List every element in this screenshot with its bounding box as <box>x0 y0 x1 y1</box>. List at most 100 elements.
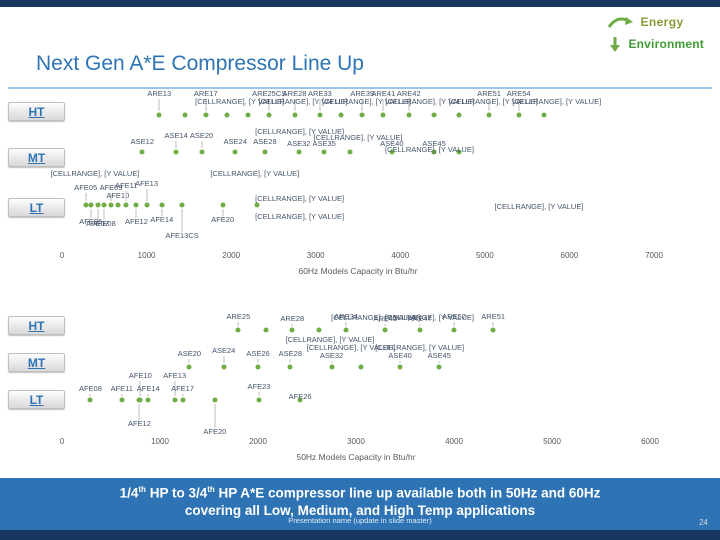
placeholder-data-label: [CELLRANGE], [Y VALUE] <box>313 133 403 142</box>
point-label: AFE08 <box>78 384 102 393</box>
placeholder-data-label: [CELLRANGE], [Y VALUE] <box>384 145 474 154</box>
point-label: AFE20 <box>211 215 235 224</box>
data-point <box>317 112 323 118</box>
point-label: AFE12 <box>127 419 151 428</box>
placeholder-data-label: [CELLRANGE], [Y VALUE] <box>512 97 602 106</box>
data-point <box>199 149 205 155</box>
point-label: ASE20 <box>177 349 202 358</box>
point-label: AFE06 <box>79 217 103 226</box>
data-point <box>182 112 188 118</box>
leader-line <box>361 99 363 111</box>
mt-button-label: MT <box>27 355 46 370</box>
leader-line <box>174 381 176 396</box>
point-label: AFE08 <box>92 219 116 228</box>
top-border-bar <box>0 0 720 7</box>
data-point <box>224 112 230 118</box>
placeholder-data-label: [CELLRANGE], [Y VALUE] <box>285 335 375 344</box>
data-point <box>139 149 145 155</box>
point-label: AFE20 <box>203 427 227 436</box>
x-tick: 6000 <box>560 251 579 260</box>
placeholder-data-label: [CELLRANGE], [Y VALUE] <box>306 343 396 352</box>
point-label: ASE45 <box>427 351 451 360</box>
x-tick: 0 <box>59 251 65 260</box>
scatter-plot-50hz: ARE25 ARE28 ARE34 ARE42 ARE47 ARE57 ARE51 [CELL… <box>62 300 650 435</box>
data-point <box>397 364 403 370</box>
footer-text-superscript: th <box>207 485 215 494</box>
data-point <box>145 397 151 403</box>
point-label: ASE14 <box>164 131 188 140</box>
leader-line <box>291 324 293 326</box>
lt-button-label: LT <box>29 200 44 215</box>
data-point <box>406 112 412 118</box>
point-label: AFE11 <box>115 181 138 190</box>
x-tick: 5000 <box>543 437 561 446</box>
point-label: ARE13 <box>147 89 172 98</box>
leader-line <box>158 99 160 111</box>
point-label: ASE28 <box>253 137 277 146</box>
point-label: ARE25 <box>226 312 251 321</box>
point-label: ASE40 <box>380 139 404 148</box>
point-label: AFE05 <box>74 183 98 192</box>
data-point <box>133 202 139 208</box>
data-point <box>172 397 178 403</box>
point-label: ASE26 <box>246 349 270 358</box>
data-point <box>255 364 261 370</box>
data-point <box>203 112 209 118</box>
footer-headline-line1: 1/4th HP to 3/4th HP A*E compressor line… <box>0 485 720 501</box>
data-point <box>382 327 388 333</box>
point-label: AFE13 <box>163 371 187 380</box>
point-label: ASE32 <box>319 351 344 360</box>
presentation-name: Presentation name (update in slide maste… <box>288 516 432 525</box>
mt-button-50hz[interactable]: MT <box>8 353 65 372</box>
leader-line <box>384 324 386 326</box>
lt-button-50hz[interactable]: LT <box>8 390 65 409</box>
ht-button-60hz[interactable]: HT <box>8 102 65 121</box>
data-point <box>380 112 386 118</box>
data-point <box>159 202 165 208</box>
data-point <box>389 149 395 155</box>
bottom-border-bar <box>0 530 720 540</box>
data-point <box>262 149 268 155</box>
point-label: AFE23 <box>247 382 271 391</box>
placeholder-data-label: [CELLRANGE], [Y VALUE] <box>448 97 538 106</box>
leader-line <box>518 99 520 111</box>
placeholder-data-label: [CELLRANGE], [Y VALUE] <box>195 97 285 106</box>
lt-button-60hz[interactable]: LT <box>8 198 65 217</box>
leader-line <box>188 359 190 363</box>
point-label: ARE33 <box>308 89 332 98</box>
leader-line <box>121 394 123 396</box>
leader-line <box>146 189 148 201</box>
data-point <box>541 112 547 118</box>
leader-line <box>492 322 494 326</box>
ht-button-50hz[interactable]: HT <box>8 316 65 335</box>
data-point <box>87 397 93 403</box>
placeholder-data-label: [CELLRANGE], [Y VALUE] <box>385 313 474 322</box>
data-point <box>173 149 179 155</box>
data-point <box>289 327 295 333</box>
data-point <box>180 397 186 403</box>
placeholder-data-label: [CELLRANGE], [Y VALUE] <box>321 97 411 106</box>
data-point <box>83 202 89 208</box>
footer-band: 1/4th HP to 3/4th HP A*E compressor line… <box>0 478 720 530</box>
leader-line <box>289 359 291 363</box>
environment-logo: Environment <box>608 33 704 55</box>
mt-button-60hz[interactable]: MT <box>8 148 65 167</box>
leader-line <box>201 141 203 148</box>
data-point <box>212 397 218 403</box>
leader-line <box>182 394 184 396</box>
data-point <box>144 202 150 208</box>
leader-line <box>138 404 140 420</box>
point-label: ASE24 <box>223 137 248 146</box>
data-point <box>347 149 353 155</box>
data-point <box>329 364 334 370</box>
footer-text-part: HP to 3/4 <box>145 485 208 501</box>
point-label: AFE26 <box>288 392 312 401</box>
scatter-plot-60hz: ARE13 ARE17 ARE25CS ARE28 ARE33 ARE39 ARE41 ARE… <box>51 88 654 250</box>
data-point <box>292 112 298 118</box>
placeholder-data-label: [CELLRANGE], [Y VALUE] <box>210 169 300 178</box>
placeholder-data-label: [CELLRANGE], [Y VALUE] <box>494 202 584 211</box>
environment-arrow-icon <box>610 36 621 52</box>
placeholder-data-label: [CELLRANGE], [Y VALUE] <box>375 343 465 352</box>
leader-line <box>408 99 410 111</box>
leader-line <box>103 209 105 220</box>
